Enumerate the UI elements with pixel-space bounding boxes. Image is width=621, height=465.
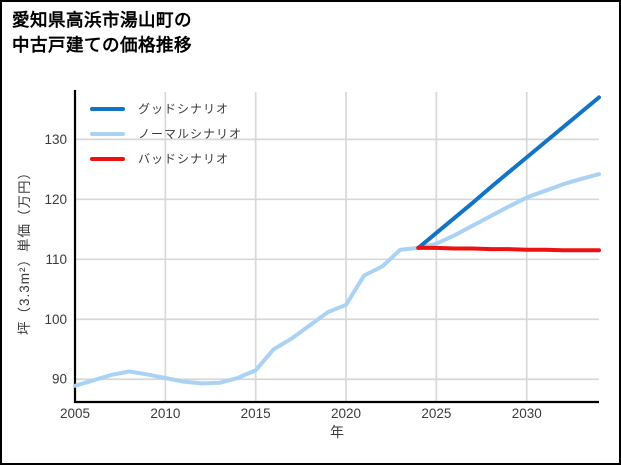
x-tick-label: 2025 — [421, 406, 451, 421]
good-scenario-line-swatch — [90, 106, 125, 111]
x-tick-label: 2015 — [241, 406, 271, 421]
chart-title-line2: 中古戸建ての価格推移 — [12, 35, 192, 55]
y-tick-label: 100 — [44, 312, 67, 327]
bad-scenario-line-swatch — [90, 156, 125, 161]
bad-scenario-line — [416, 245, 601, 253]
y-tick-label: 120 — [44, 192, 67, 207]
legend-item-bad-scenario: バッドシナリオ — [90, 146, 242, 171]
x-tick-label: 2030 — [512, 406, 542, 421]
y-axis-label: 坪（3.3m²）単価（万円） — [17, 164, 32, 336]
chart-title-line1: 愛知県高浜市湯山町の — [12, 10, 192, 30]
legend-label: バッドシナリオ — [138, 152, 230, 166]
chart-title: 愛知県高浜市湯山町の 中古戸建ての価格推移 — [12, 8, 192, 58]
x-axis-label: 年 — [330, 424, 344, 440]
y-tick-label: 90 — [52, 372, 67, 387]
legend-label: ノーマルシナリオ — [138, 127, 243, 141]
good-scenario-line — [416, 95, 601, 250]
chart-legend: グッドシナリオ ノーマルシナリオ バッドシナリオ — [90, 96, 242, 171]
legend-item-good-scenario: グッドシナリオ — [90, 96, 242, 121]
y-tick-label: 110 — [45, 252, 67, 267]
legend-item-normal-scenario: ノーマルシナリオ — [90, 121, 242, 146]
normal-scenario-line — [416, 172, 601, 250]
x-tick-label: 2020 — [331, 406, 361, 421]
y-tick-label: 130 — [44, 132, 67, 147]
x-tick-label: 2005 — [60, 406, 90, 421]
normal-scenario-line-swatch — [90, 131, 125, 136]
legend-label: グッドシナリオ — [138, 102, 230, 116]
history-price-line — [73, 245, 421, 388]
x-tick-label: 2010 — [150, 406, 180, 421]
